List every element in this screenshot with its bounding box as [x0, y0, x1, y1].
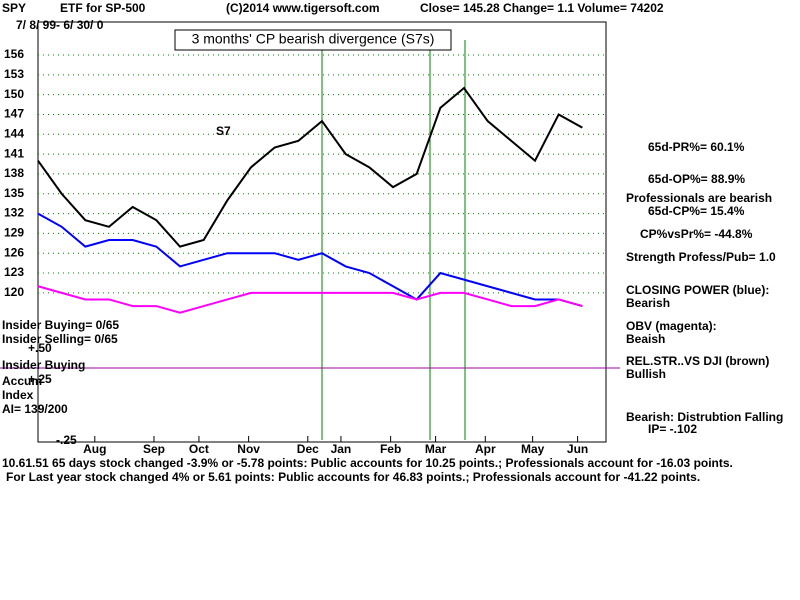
annotation: Bullish — [626, 367, 666, 381]
annotation: OBV (magenta): — [626, 319, 717, 333]
y-tick-label: 144 — [4, 126, 24, 140]
x-tick-label: Aug — [83, 442, 106, 456]
header-text: (C)2014 www.tigersoft.com — [226, 1, 380, 15]
x-tick-label: Apr — [475, 442, 496, 456]
annotation: -.25 — [56, 433, 77, 447]
x-tick-label: Jun — [567, 442, 588, 456]
annotation: 65d-OP%= 88.9% — [648, 172, 745, 186]
annotation: S7 — [216, 124, 231, 138]
x-tick-label: Nov — [237, 442, 260, 456]
y-tick-label: 126 — [4, 245, 24, 259]
header-text: Close= 145.28 Change= 1.1 Volume= 74202 — [420, 1, 664, 15]
series-line — [37, 212, 583, 308]
header-text: 7/ 8/ 99- 6/ 30/ 0 — [16, 18, 104, 32]
y-tick-label: 129 — [4, 226, 24, 240]
annotation: CP%vsPr%= -44.8% — [640, 227, 753, 241]
annotation: IP= -.102 — [648, 422, 697, 436]
annotation: Bearish: Distrubtion Falling — [626, 410, 783, 424]
x-tick-label: Sep — [143, 442, 165, 456]
y-tick-label: 141 — [4, 146, 24, 160]
annotation: Strength Profess/Pub= 1.0 — [626, 250, 776, 264]
annotation: 65d-PR%= 60.1% — [648, 140, 745, 154]
title-box — [174, 29, 452, 51]
annotation: 65d-CP%= 15.4% — [648, 204, 745, 218]
y-tick-label: 120 — [4, 285, 24, 299]
header-text: ETF for SP-500 — [60, 1, 146, 15]
y-tick-label: 132 — [4, 206, 24, 220]
x-tick-label: Feb — [380, 442, 401, 456]
y-tick-label: 123 — [4, 265, 24, 279]
annotation: +.50 — [28, 341, 52, 355]
x-tick-label: Oct — [189, 442, 209, 456]
y-tick-label: 138 — [4, 166, 24, 180]
annotation: Bearish — [626, 296, 670, 310]
y-tick-label: 135 — [4, 186, 24, 200]
y-tick-label: 147 — [4, 107, 24, 121]
chart-title: 3 months' CP bearish divergence (S7s) — [192, 31, 435, 47]
x-tick-label: Jan — [331, 442, 352, 456]
footer-text: 10.61.51 65 days stock changed -3.9% or … — [2, 456, 733, 470]
y-tick-label: 156 — [4, 47, 24, 61]
annotation: Beaish — [626, 332, 665, 346]
x-tick-label: Dec — [297, 442, 319, 456]
annotation: REL.STR..VS DJI (brown) — [626, 354, 769, 368]
footer-text: For Last year stock changed 4% or 5.61 p… — [6, 470, 700, 484]
y-tick-label: 150 — [4, 87, 24, 101]
header-text: SPY — [2, 1, 26, 15]
series-line — [37, 86, 583, 248]
annotation: Index — [2, 388, 34, 402]
annotation: Insider Buying= 0/65 — [2, 318, 119, 332]
plot-frame — [37, 21, 607, 443]
annotation: Accum — [2, 374, 42, 388]
annotation: CLOSING POWER (blue): — [626, 283, 769, 297]
y-tick-label: 153 — [4, 67, 24, 81]
annotation: AI= 139/200 — [2, 402, 68, 416]
annotation: +.25 — [28, 372, 52, 386]
annotation: Insider Buying — [2, 358, 85, 372]
x-tick-label: Mar — [425, 442, 447, 456]
series-line — [37, 285, 583, 314]
annotation: Insider Selling= 0/65 — [2, 332, 118, 346]
annotation: Professionals are bearish — [626, 191, 772, 205]
x-tick-label: May — [521, 442, 545, 456]
